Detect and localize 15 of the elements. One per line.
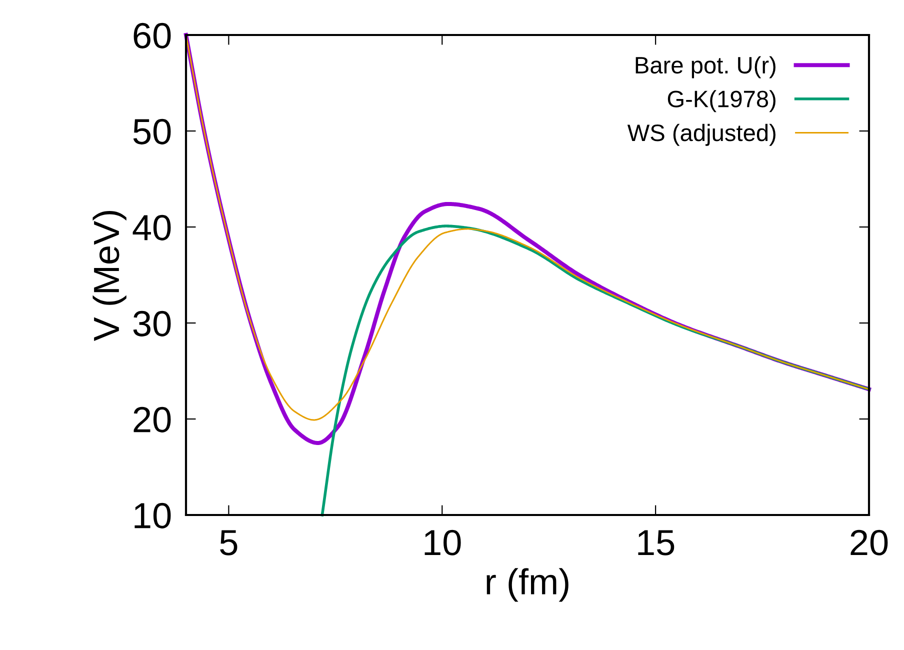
legend-label: Bare pot. U(r) bbox=[636, 56, 776, 78]
y-tick-label: 60 bbox=[134, 22, 171, 48]
x-tick-label: 20 bbox=[850, 530, 888, 556]
legend-label: WS (adjusted) bbox=[627, 124, 776, 146]
x-axis-title: r (fm) bbox=[486, 568, 568, 602]
y-axis-title: V (MeV) bbox=[92, 211, 126, 342]
y-tick-label: 30 bbox=[133, 310, 171, 336]
x-tick-label: 10 bbox=[424, 530, 461, 556]
x-tick-label: 15 bbox=[638, 530, 674, 556]
x-tick-label: 5 bbox=[220, 530, 238, 556]
y-tick-label: 10 bbox=[134, 502, 171, 528]
y-tick-label: 40 bbox=[132, 214, 171, 240]
y-tick-label: 50 bbox=[133, 118, 171, 144]
y-tick-label: 20 bbox=[134, 406, 171, 432]
legend-label: G-K(1978) bbox=[668, 90, 776, 112]
